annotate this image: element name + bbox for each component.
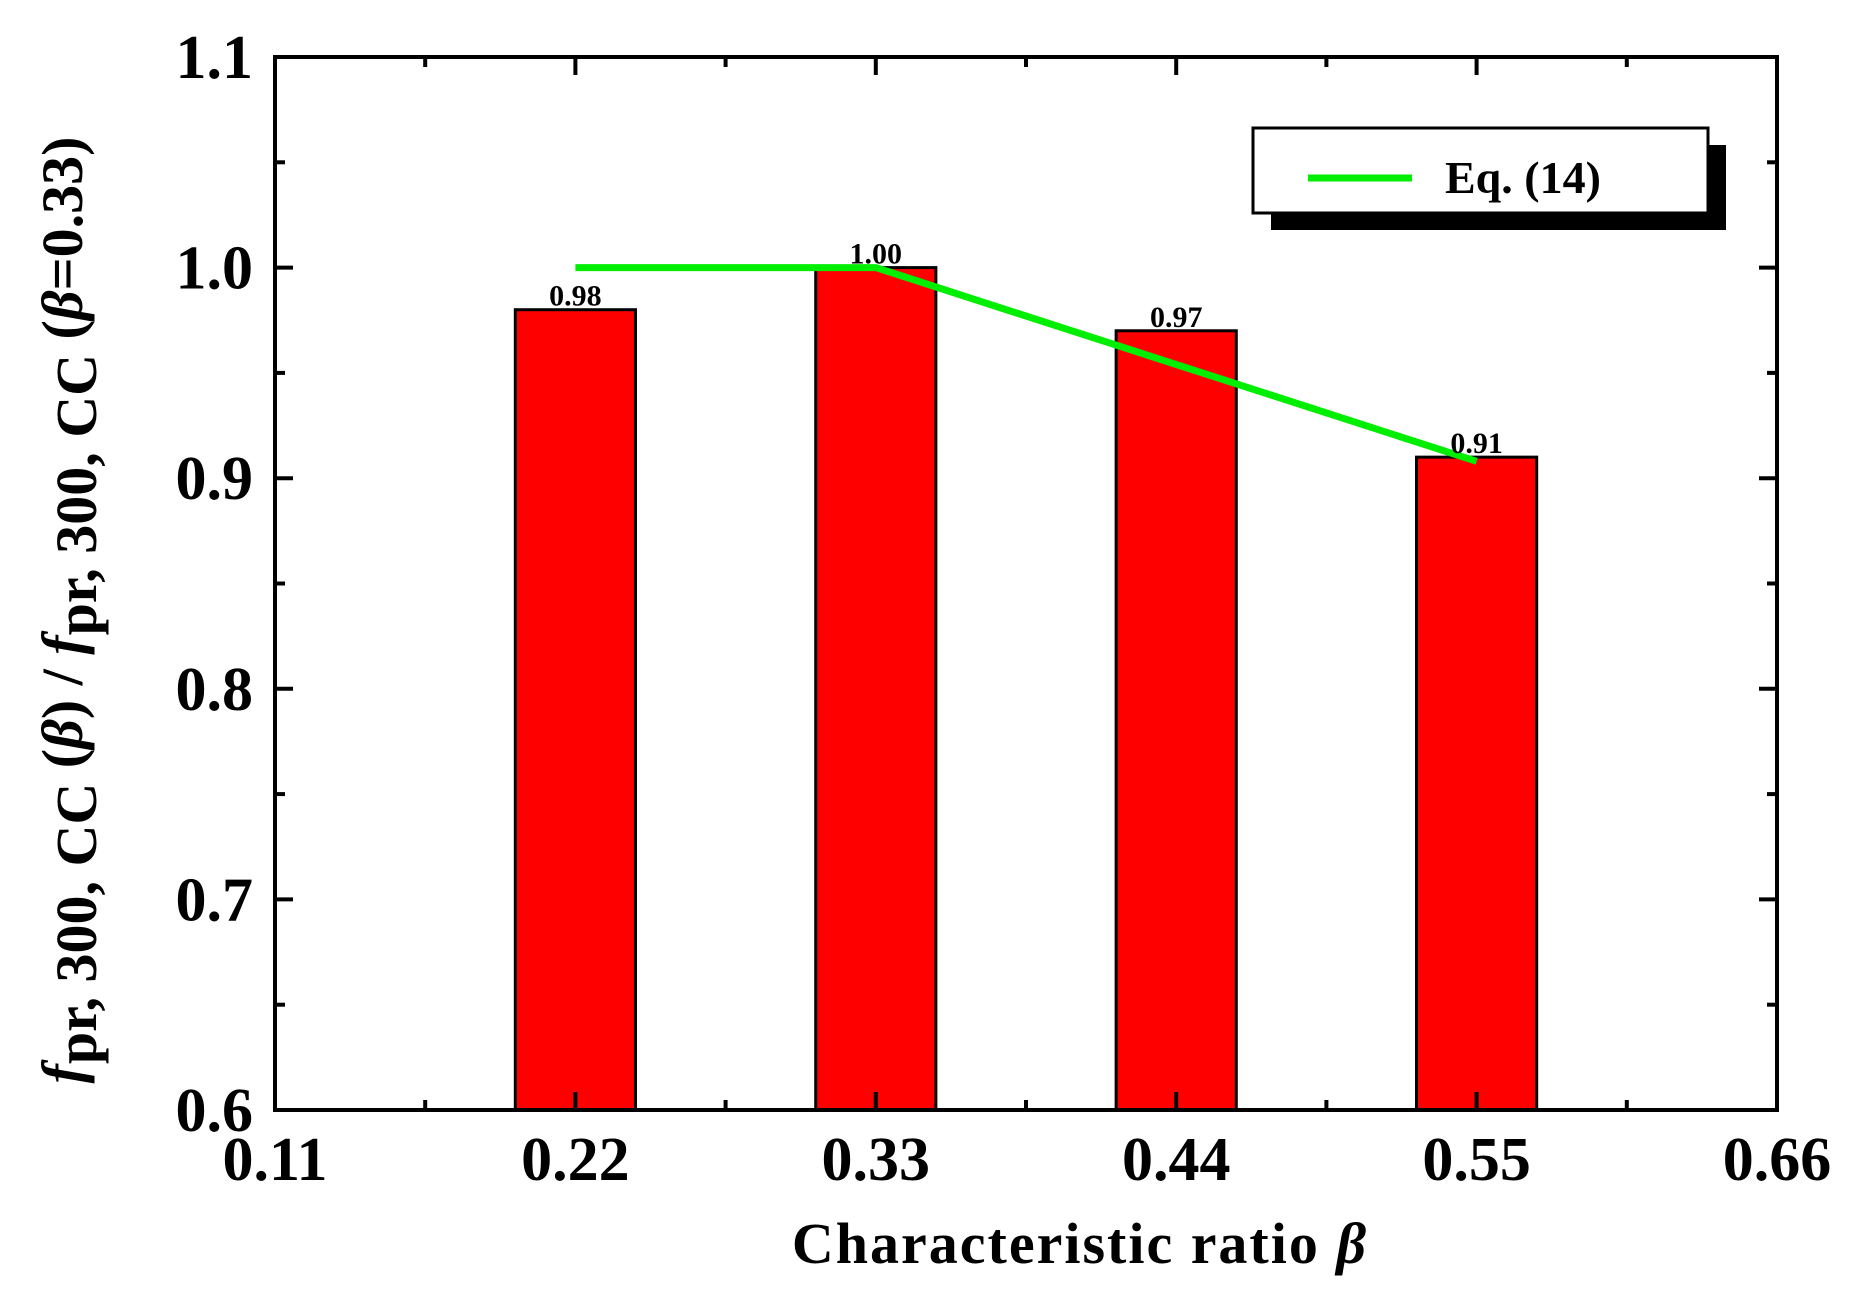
y-axis-title-beta1: β	[30, 719, 95, 751]
y-axis-title-sub1: pr, 300, CC	[44, 783, 109, 1064]
x-axis-title-beta: β	[1334, 1211, 1368, 1276]
y-axis-title-mid1: (	[30, 749, 95, 783]
y-axis-title: fpr, 300, CC (β) / fpr, 300, CC (β=0.33)	[30, 137, 109, 1084]
bar-3	[1415, 455, 1539, 1112]
y-tick-label-5: 1.1	[176, 24, 254, 92]
x-tick-label-3: 0.44	[1122, 1126, 1231, 1194]
series-line-0	[575, 264, 1478, 465]
bar-0	[513, 308, 637, 1112]
bar-label-3: 0.91	[1450, 427, 1503, 460]
bars-layer	[513, 266, 1539, 1112]
y-axis-title-close1: ) /	[30, 655, 95, 719]
y-axis-title-beta2: β	[30, 290, 95, 322]
x-tick-label-2: 0.33	[822, 1126, 931, 1194]
x-axis-title: Characteristic ratio β	[792, 1211, 1368, 1276]
bar-label-1: 1.00	[850, 238, 903, 271]
bar-1	[814, 266, 938, 1112]
y-tick-label-3: 0.9	[176, 445, 254, 513]
bar-label-2: 0.97	[1150, 301, 1203, 334]
bar-2	[1114, 329, 1238, 1112]
bar-labels-layer: 0.98 1.00 0.97 0.91	[549, 238, 1503, 461]
legend: Eq. (14)	[1251, 126, 1726, 230]
x-axis-title-text: Characteristic ratio	[792, 1211, 1336, 1276]
y-tick-label-2: 0.8	[176, 656, 254, 724]
plot-frame	[273, 55, 1779, 1112]
x-tick-label-1: 0.22	[521, 1126, 630, 1194]
line-layer	[575, 264, 1478, 465]
x-tick-label-0: 0.11	[222, 1126, 327, 1194]
x-tick-label-5: 0.66	[1723, 1126, 1832, 1194]
y-tick-label-1: 0.7	[176, 866, 254, 934]
x-tick-labels: 0.11 0.22 0.33 0.44 0.55 0.66	[222, 1126, 1831, 1194]
y-tick-label-0: 0.6	[176, 1077, 254, 1145]
legend-label-eq14: Eq. (14)	[1445, 152, 1601, 203]
y-axis-title-mid2: (	[30, 320, 95, 354]
y-tick-labels: 0.6 0.7 0.8 0.9 1.0 1.1	[176, 24, 254, 1145]
x-tick-label-4: 0.55	[1422, 1126, 1531, 1194]
legend-box	[1251, 126, 1710, 215]
y-axis-title-tail: =0.33)	[30, 137, 95, 291]
y-axis-title-sub2: pr, 300, CC	[44, 354, 109, 635]
bar-label-0: 0.98	[549, 280, 602, 313]
y-tick-label-4: 1.0	[176, 235, 254, 303]
